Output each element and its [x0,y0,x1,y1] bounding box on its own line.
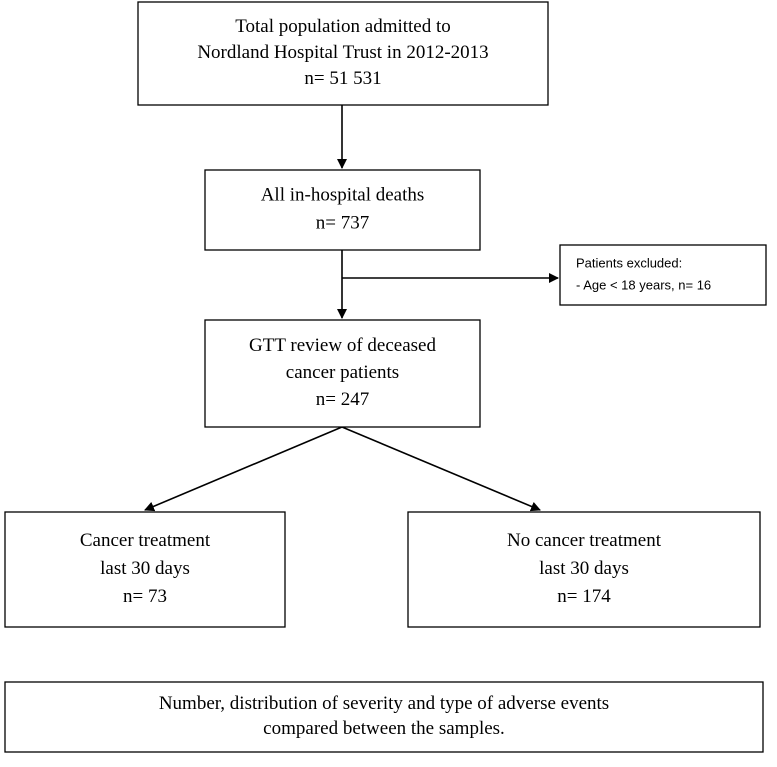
node-text: compared between the samples. [263,718,505,739]
boxes: Total population admitted to Nordland Hos… [4,1,767,753]
node-text: Patients excluded: [576,255,682,270]
node-text: Total population admitted to [235,16,451,37]
node-text: n= 174 [557,586,611,607]
node-box [137,1,549,106]
node-text: n= 51 531 [304,68,381,89]
node-box [4,681,764,753]
node-text: Nordland Hospital Trust in 2012-2013 [197,42,488,63]
node-text: Cancer treatment [80,530,211,551]
node-box [559,244,767,306]
node-text: - Age < 18 years, n= 16 [576,277,711,292]
node-box [204,169,481,251]
node-box [4,511,286,628]
node-box [407,511,761,628]
arrow [144,426,343,512]
node-text: No cancer treatment [507,530,662,551]
connectors [144,105,559,512]
node-text: All in-hospital deaths [261,184,425,205]
arrow [341,426,541,512]
node-text: cancer patients [286,362,399,383]
node-box [204,319,481,428]
node-text: n= 73 [123,586,167,607]
node-text: last 30 days [100,558,190,579]
node-text: n= 247 [316,389,369,410]
node-text: n= 737 [316,212,369,233]
node-text: Number, distribution of severity and typ… [159,693,609,714]
node-text: last 30 days [539,558,629,579]
node-text: GTT review of deceased [249,335,436,356]
